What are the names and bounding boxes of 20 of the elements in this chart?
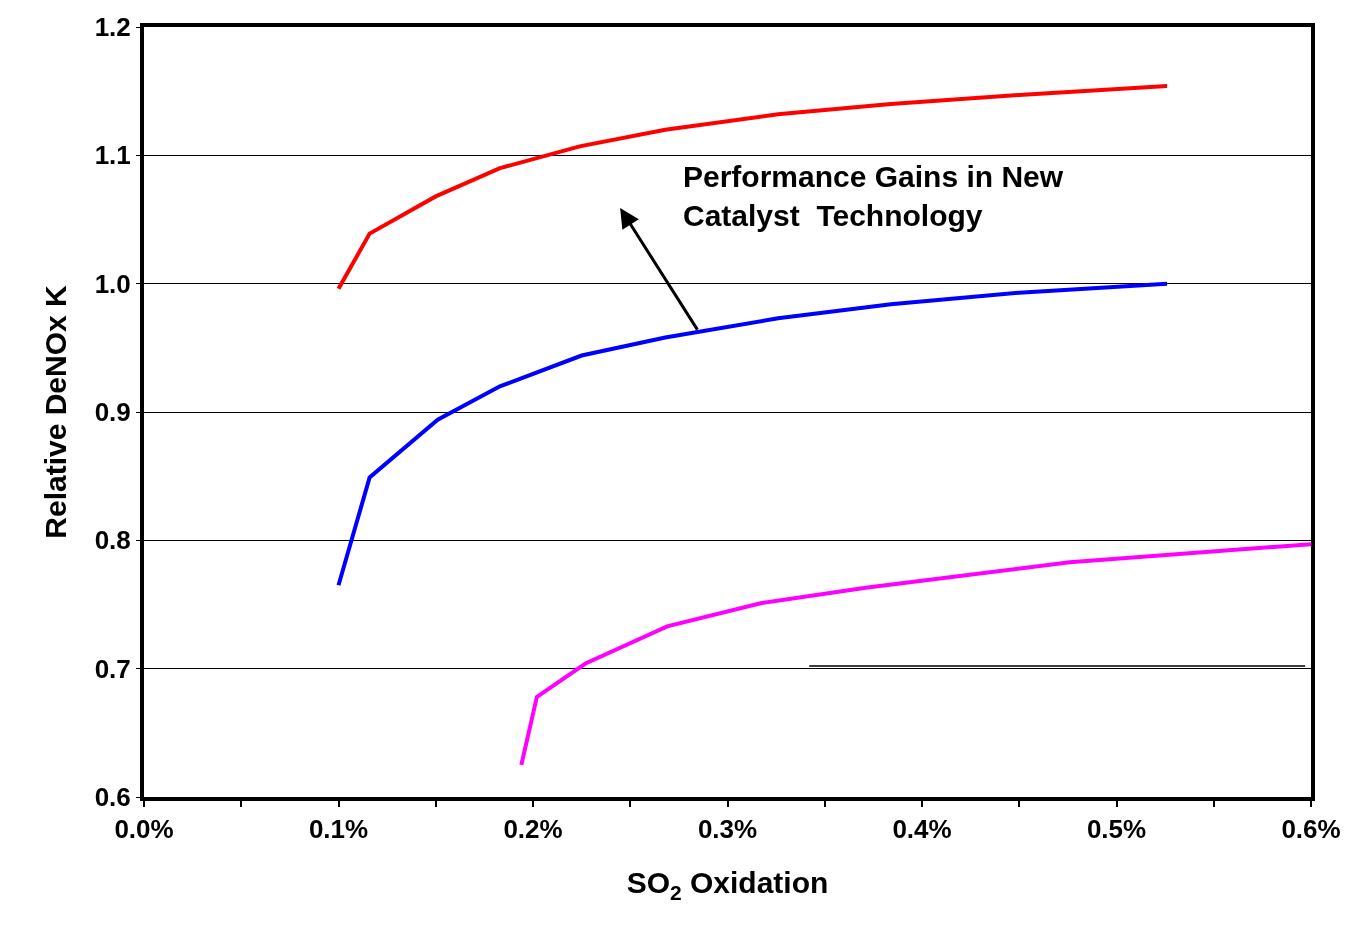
- y-tick-label: 0.8: [94, 525, 131, 556]
- annotation: Performance Gains in New Catalyst Technology: [683, 160, 1064, 232]
- x-tick-label: 0.1%: [308, 814, 369, 845]
- x-axis-title: SO$_{2}$ Oxidation: [626, 866, 829, 904]
- y-tick-label: 0.9: [94, 397, 131, 428]
- line-series: [336, 84, 1170, 291]
- line-series: [336, 281, 1170, 588]
- x-tick-label: 0.3%: [697, 814, 758, 845]
- y-tick-label: 0.7: [94, 653, 131, 684]
- y-axis-title: Relative DeNOx K: [39, 284, 73, 539]
- y-tick-label: 0.6: [94, 782, 131, 813]
- line-series: [519, 542, 1311, 767]
- x-tick-label: 0.0%: [114, 814, 174, 845]
- y-tick-label: 1.1: [94, 140, 131, 171]
- x-tick-label: 0.2%: [503, 814, 563, 845]
- x-tick-label: 0.5%: [1086, 814, 1147, 845]
- y-tick-label: 1.2: [94, 12, 131, 43]
- x-tick-label: 0.6%: [1281, 814, 1341, 845]
- x-tick-label: 0.4%: [892, 814, 952, 845]
- y-tick-label: 1.0: [94, 268, 131, 299]
